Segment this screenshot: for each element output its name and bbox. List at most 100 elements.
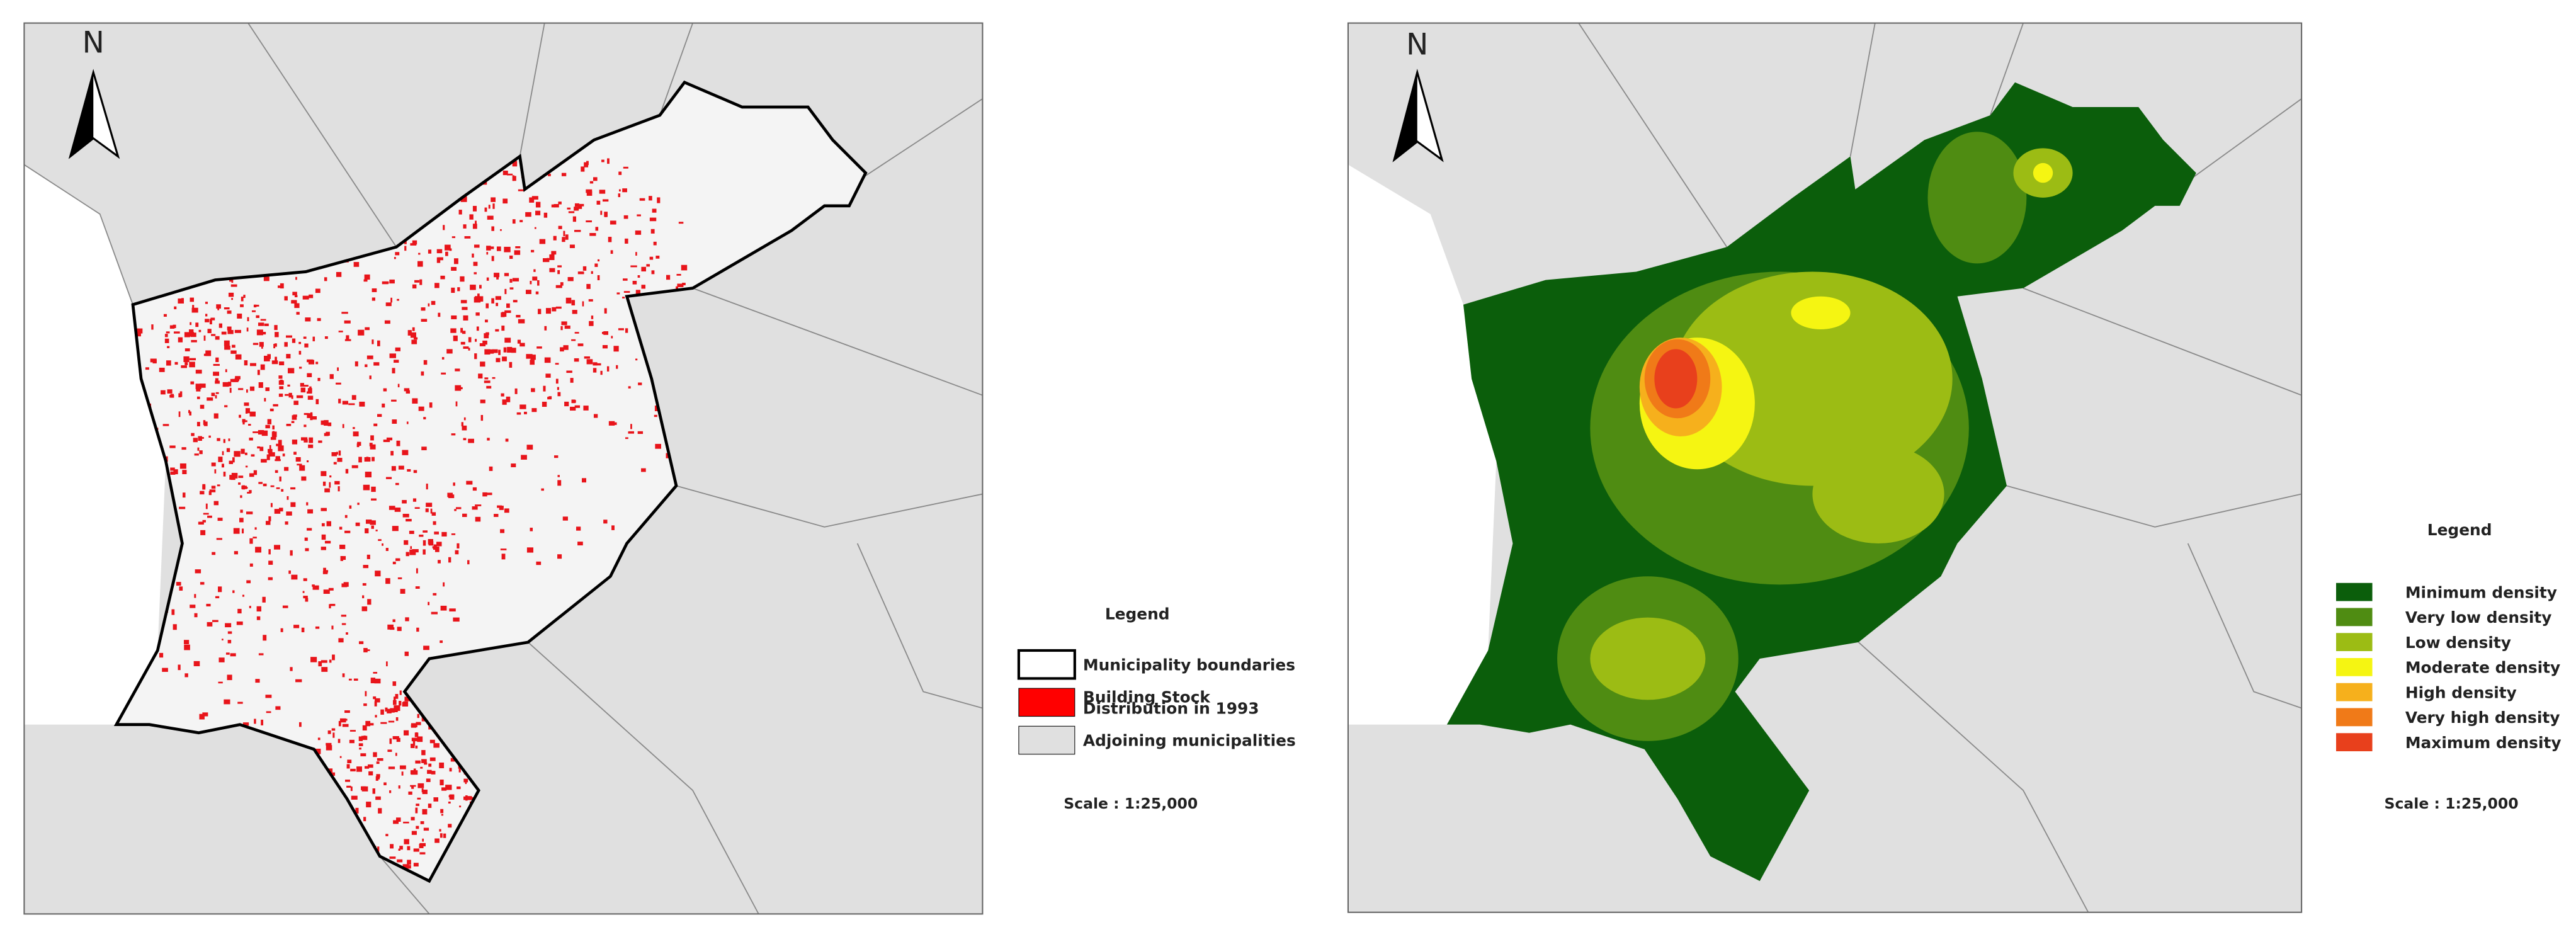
- building: [262, 596, 266, 603]
- building: [307, 388, 312, 393]
- building: [412, 284, 417, 289]
- legend-swatch: [1017, 649, 1076, 680]
- building: [553, 236, 557, 241]
- building: [238, 482, 241, 485]
- building: [343, 582, 349, 587]
- building: [218, 681, 223, 684]
- building: [203, 421, 208, 426]
- building: [472, 253, 474, 258]
- building: [375, 698, 380, 703]
- building: [207, 622, 213, 627]
- building: [260, 319, 266, 321]
- building: [383, 782, 387, 785]
- building: [364, 766, 370, 769]
- building: [422, 838, 424, 842]
- building: [383, 440, 390, 443]
- building: [500, 529, 505, 533]
- building: [257, 446, 261, 449]
- building: [421, 307, 426, 311]
- building: [275, 356, 277, 361]
- building: [257, 370, 260, 375]
- building: [278, 375, 283, 379]
- building: [336, 451, 338, 455]
- building: [578, 205, 582, 209]
- building: [465, 795, 468, 801]
- building: [413, 470, 417, 474]
- building: [453, 335, 458, 341]
- building: [207, 397, 213, 401]
- building: [229, 387, 232, 393]
- building: [404, 696, 411, 701]
- building: [646, 264, 650, 267]
- building: [421, 371, 424, 376]
- building: [307, 528, 312, 531]
- building: [593, 362, 598, 366]
- building: [173, 469, 178, 475]
- building: [322, 571, 328, 574]
- building: [482, 492, 487, 497]
- building: [252, 431, 259, 433]
- building: [393, 700, 397, 705]
- building: [451, 533, 456, 535]
- building: [412, 398, 418, 404]
- building: [454, 509, 457, 511]
- building: [441, 531, 447, 537]
- building: [227, 382, 232, 387]
- building: [363, 647, 368, 652]
- building: [363, 279, 368, 282]
- building: [358, 743, 363, 746]
- building: [504, 310, 511, 313]
- building: [574, 405, 581, 408]
- building: [429, 402, 433, 408]
- building: [389, 279, 395, 284]
- building: [268, 560, 273, 565]
- building: [368, 723, 374, 726]
- building: [464, 236, 471, 239]
- building: [519, 343, 525, 347]
- building: [166, 456, 168, 462]
- building: [463, 315, 468, 321]
- building: [572, 310, 577, 314]
- building: [586, 359, 593, 365]
- building: [258, 653, 264, 656]
- building: [366, 802, 372, 808]
- building: [329, 475, 332, 478]
- building: [239, 518, 244, 523]
- building: [392, 526, 399, 531]
- building: [248, 424, 251, 426]
- building: [230, 653, 236, 657]
- building: [240, 509, 243, 513]
- building: [270, 437, 276, 440]
- building: [596, 363, 601, 366]
- building: [356, 443, 360, 448]
- building: [448, 494, 455, 499]
- building: [577, 343, 584, 346]
- building: [346, 764, 350, 769]
- building: [385, 834, 389, 836]
- building: [518, 189, 525, 191]
- building: [349, 739, 355, 744]
- building: [296, 395, 304, 399]
- building: [166, 360, 171, 366]
- building: [215, 378, 218, 382]
- building: [382, 281, 389, 285]
- building: [421, 750, 426, 756]
- building: [410, 243, 417, 246]
- building: [346, 335, 349, 341]
- building: [558, 202, 562, 205]
- building: [525, 212, 531, 217]
- building: [545, 373, 551, 378]
- building: [440, 275, 445, 280]
- building: [425, 508, 429, 513]
- building: [218, 586, 222, 593]
- building: [365, 472, 372, 478]
- building: [373, 672, 378, 674]
- building: [259, 446, 264, 451]
- building: [574, 230, 581, 232]
- building: [390, 297, 392, 303]
- building: [511, 348, 516, 353]
- building: [213, 372, 219, 376]
- building: [330, 603, 336, 606]
- building: [342, 424, 344, 428]
- building: [406, 390, 411, 394]
